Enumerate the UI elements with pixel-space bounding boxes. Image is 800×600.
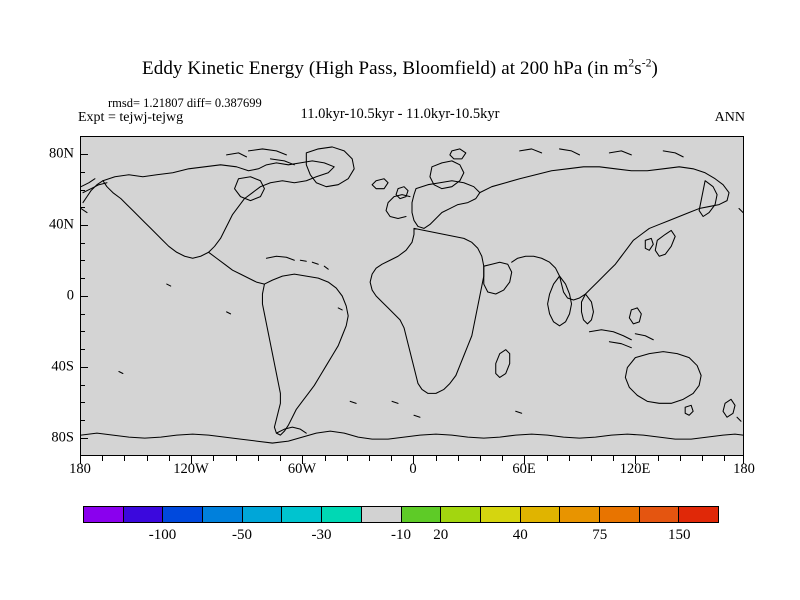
colorbar-cell-4 [242, 507, 283, 522]
xtick-label: 120W [173, 461, 209, 477]
ytick-minor [80, 190, 85, 192]
ytick-minor [80, 314, 85, 316]
ytick-minor [80, 420, 85, 422]
colorbar-tick-label: -50 [232, 527, 252, 543]
xtick-minor [613, 456, 615, 461]
xtick-major [413, 456, 415, 464]
xtick-minor [569, 456, 571, 461]
xtick-minor [147, 456, 149, 461]
colorbar-tick-label: -100 [148, 527, 177, 543]
xtick-label: 60E [512, 461, 536, 477]
colorbar-cell-11 [520, 507, 561, 522]
xtick-minor [236, 456, 238, 461]
ytick-minor [80, 349, 85, 351]
season-annotation: ANN [714, 110, 745, 125]
page-title: Eddy Kinetic Energy (High Pass, Bloomfie… [0, 58, 800, 80]
ytick-minor [80, 207, 85, 209]
colorbar-tick-label: -30 [311, 527, 332, 543]
colorbar-cell-3 [203, 507, 243, 522]
xtick-minor [480, 456, 482, 461]
xtick-minor [124, 456, 126, 461]
xtick-minor [391, 456, 393, 461]
map-plot-area [80, 136, 744, 456]
xtick-minor [658, 456, 660, 461]
ytick-label: 0 [66, 287, 74, 304]
title-end-text: ) [651, 58, 658, 79]
xtick-minor [169, 456, 171, 461]
ytick-minor [80, 278, 85, 280]
xtick-label: 180 [733, 461, 755, 477]
colorbar-cell-5 [282, 507, 323, 522]
ytick-major [80, 225, 88, 227]
period-annotation: 11.0kyr-10.5kyr - 11.0kyr-10.5kyr [300, 106, 500, 122]
xtick-minor [458, 456, 460, 461]
xtick-major [743, 456, 745, 464]
xtick-major [524, 456, 526, 464]
xtick-major [302, 456, 304, 464]
ytick-major [80, 296, 88, 298]
ytick-minor [80, 243, 85, 245]
xtick-label: 0 [409, 461, 417, 477]
colorbar-tick-label: -10 [391, 527, 411, 543]
xtick-minor [591, 456, 593, 461]
colorbar-tick-label: 20 [433, 527, 449, 543]
xtick-minor [502, 456, 504, 461]
colorbar-cell-12 [560, 507, 600, 522]
colorbar-cell-10 [480, 507, 521, 522]
ytick-label: 80N [49, 145, 74, 162]
ytick-major [80, 367, 88, 369]
title-superscript-1: 2 [628, 57, 635, 70]
colorbar-cell-15 [679, 507, 718, 522]
xtick-minor [680, 456, 682, 461]
xtick-minor [369, 456, 371, 461]
colorbar-tick-label: 40 [512, 527, 528, 543]
ytick-minor [80, 260, 85, 262]
xtick-minor [280, 456, 282, 461]
ytick-minor [80, 402, 85, 404]
colorbar-cell-9 [441, 507, 481, 522]
colorbar-cell-13 [599, 507, 640, 522]
colorbar-cell-2 [163, 507, 204, 522]
colorbar-cell-0 [84, 507, 124, 522]
xtick-minor [102, 456, 104, 461]
xtick-label: 120E [619, 461, 651, 477]
colorbar-cell-6 [322, 507, 362, 522]
world-coastline-map [81, 146, 743, 444]
ytick-label: 40S [51, 358, 74, 375]
xtick-minor [347, 456, 349, 461]
title-superscript-2: -2 [641, 57, 652, 70]
xtick-minor [436, 456, 438, 461]
xtick-major [80, 456, 82, 464]
colorbar-cell-1 [123, 507, 164, 522]
ytick-major [80, 154, 88, 156]
colorbar-cell-8 [401, 507, 442, 522]
xtick-minor [258, 456, 260, 461]
xtick-label: 60W [287, 461, 317, 477]
colorbar [83, 506, 719, 523]
xtick-minor [213, 456, 215, 461]
colorbar-tick-label: 75 [592, 527, 608, 543]
colorbar-cell-14 [639, 507, 680, 522]
ytick-label: 40N [49, 216, 74, 233]
ytick-minor [80, 385, 85, 387]
xtick-label: 180 [69, 461, 91, 477]
xtick-minor [547, 456, 549, 461]
title-mid-text: s [634, 58, 642, 79]
title-text: Eddy Kinetic Energy (High Pass, Bloomfie… [142, 58, 629, 79]
experiment-annotation: Expt = tejwj-tejwg [78, 110, 184, 125]
ytick-label: 80S [51, 429, 74, 446]
ytick-minor [80, 172, 85, 174]
ytick-minor [80, 331, 85, 333]
colorbar-tick-label: 150 [668, 527, 691, 543]
rmsd-annotation: rmsd= 1.21807 diff= 0.387699 [108, 96, 262, 110]
ytick-major [80, 438, 88, 440]
xtick-minor [702, 456, 704, 461]
xtick-major [191, 456, 193, 464]
xtick-minor [724, 456, 726, 461]
colorbar-cell-7 [361, 507, 402, 522]
xtick-minor [325, 456, 327, 461]
xtick-major [635, 456, 637, 464]
